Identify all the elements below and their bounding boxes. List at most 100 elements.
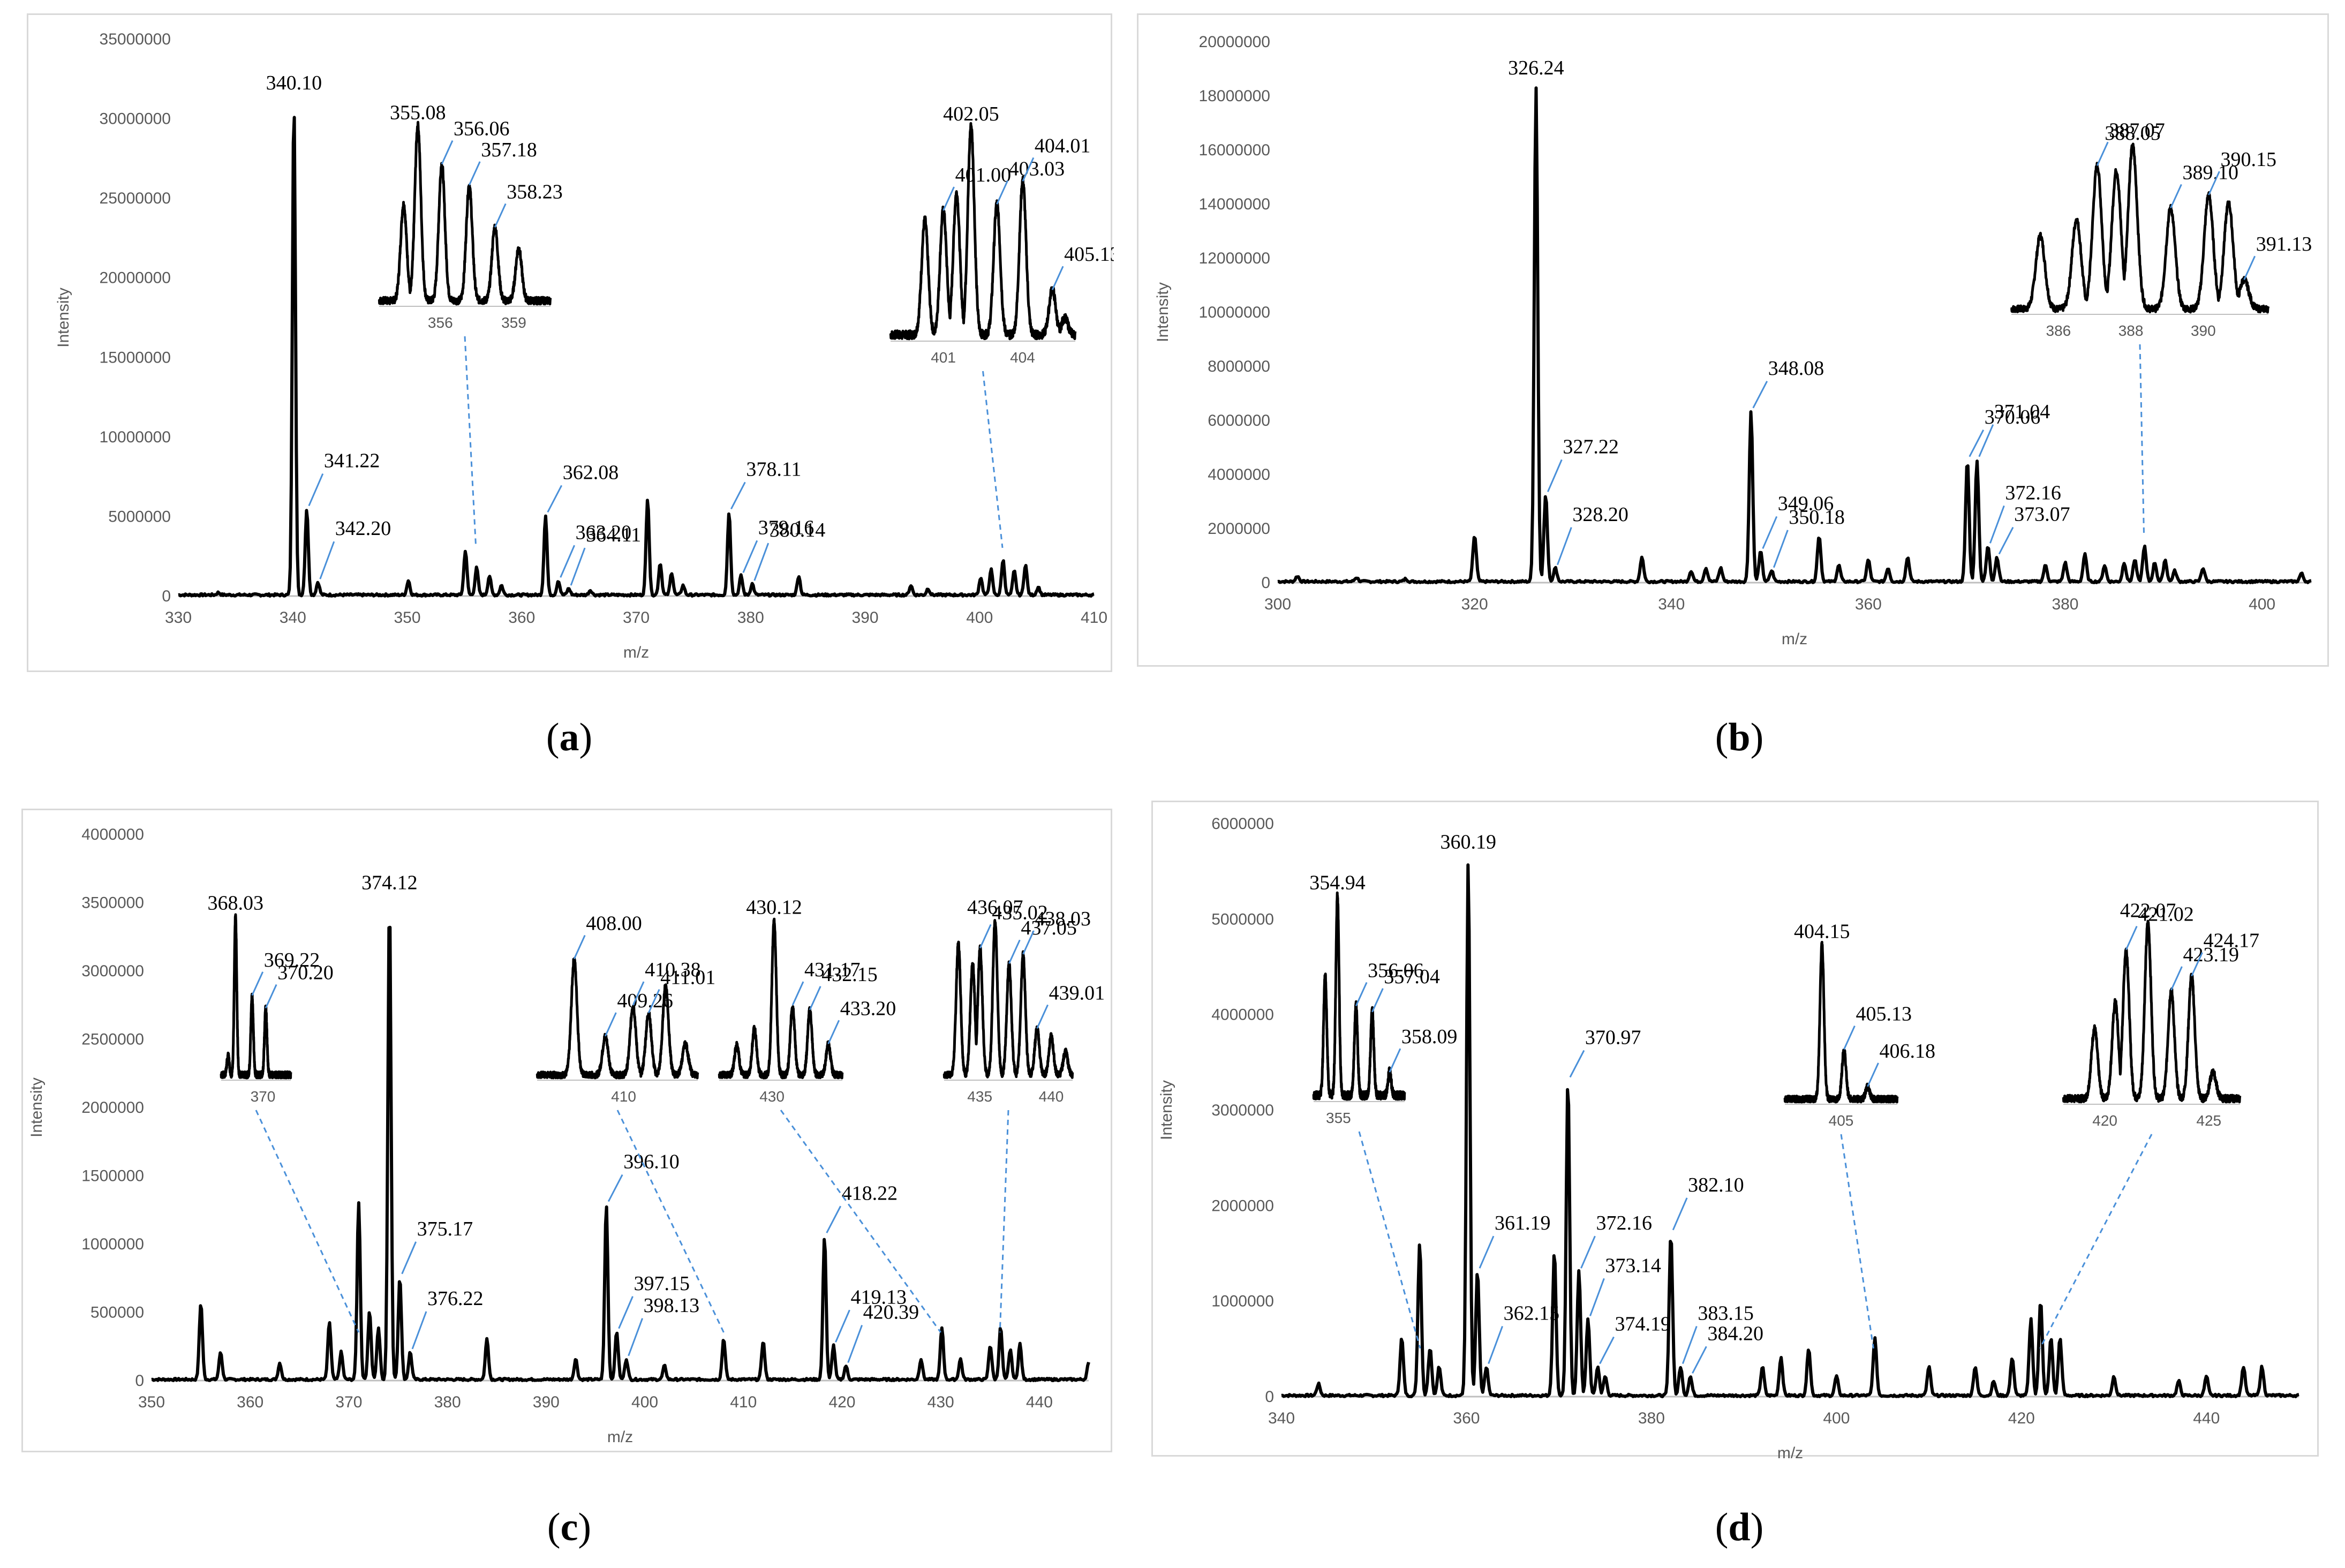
- inset-leader-line: [1022, 157, 1035, 182]
- inset-trace: [718, 917, 844, 1080]
- peak-leader-line: [730, 481, 746, 510]
- inset-peak-label: 430.12: [746, 896, 802, 918]
- inset-peak-label: 404.01: [1035, 134, 1091, 157]
- inset-tick-label: 440: [1039, 1088, 1064, 1105]
- inset-leader-line: [468, 161, 481, 186]
- spectrum-trace: [1277, 86, 2312, 584]
- inset-trace: [1783, 940, 1899, 1104]
- x-tick-label: 360: [1855, 595, 1882, 613]
- y-tick-label: 0: [1261, 574, 1270, 592]
- inset-link-line: [999, 1110, 1009, 1333]
- y-tick-label: 5000000: [1211, 910, 1274, 928]
- y-tick-label: 20000000: [100, 269, 171, 287]
- inset-tick-label: 390: [2191, 322, 2216, 339]
- peak-label: 370.97: [1585, 1027, 1641, 1049]
- peak-leader-line: [1969, 429, 1985, 457]
- peak-label: 362.08: [563, 461, 619, 484]
- inset-tick-label: 386: [2046, 322, 2071, 339]
- inset-leader-line: [1867, 1062, 1879, 1087]
- peak-leader-line: [1672, 1197, 1688, 1231]
- inset-leader-line: [2243, 255, 2256, 280]
- inset-leader-line: [1389, 1048, 1401, 1073]
- inset-peak-label: 358.09: [1401, 1026, 1458, 1048]
- inset-peak-label: 408.00: [586, 913, 642, 935]
- peak-label: 419.13: [850, 1286, 907, 1308]
- chart-b-svg: 0 2000000 4000000 6000000 8000000 10000000 120…: [1154, 33, 2312, 648]
- x-tick-label: 440: [2193, 1409, 2220, 1427]
- inset-peak-label: 411.01: [660, 967, 715, 989]
- inset-trace: [942, 919, 1074, 1079]
- inset-link-line: [464, 336, 477, 548]
- inset-leader-line: [996, 180, 1008, 205]
- x-tick-label: 410: [730, 1393, 757, 1411]
- peak-leader-line: [1989, 505, 2005, 544]
- x-tick-label: 360: [1453, 1409, 1480, 1427]
- y-axis-title: Intensity: [1158, 1080, 1175, 1140]
- x-tick-label: 360: [508, 609, 535, 627]
- x-axis-title: m/z: [1782, 630, 1807, 648]
- x-tick-label: 440: [1026, 1393, 1053, 1411]
- inset-trace: [1312, 891, 1406, 1101]
- inset-leader-line: [1036, 1004, 1049, 1029]
- inset-tick-label: 355: [1326, 1110, 1351, 1126]
- inset-peak-label: 437.05: [1021, 917, 1077, 939]
- x-tick-label: 350: [138, 1393, 165, 1411]
- y-tick-label: 2000000: [1208, 520, 1270, 538]
- peak-label: 362.15: [1504, 1302, 1560, 1325]
- y-tick-label: 1500000: [81, 1167, 144, 1185]
- peak-label: 342.20: [335, 517, 391, 540]
- inset-tick-label: 425: [2196, 1112, 2221, 1129]
- inset-peak-label: 388.05: [2105, 122, 2161, 145]
- y-tick-label: 10000000: [100, 428, 171, 446]
- y-tick-label: 30000000: [100, 110, 171, 128]
- y-tick-label: 20000000: [1199, 33, 1270, 51]
- inset-link-line: [255, 1110, 360, 1333]
- peak-label: 418.22: [842, 1182, 898, 1204]
- inset-peak-label: 356.06: [1368, 960, 1424, 982]
- inset-peak-label: 368.03: [208, 892, 264, 915]
- peak-leader-line: [319, 541, 335, 579]
- inset-leader-line: [809, 986, 821, 1011]
- peak-label: 384.20: [1707, 1322, 1763, 1345]
- inset-leader-line: [647, 989, 660, 1014]
- peak-leader-line: [1752, 381, 1768, 409]
- y-tick-label: 3000000: [81, 962, 144, 980]
- peak-leader-line: [835, 1309, 850, 1343]
- inset-peak-label: 409.26: [617, 990, 673, 1012]
- inset-peak-label: 421.02: [2138, 903, 2194, 926]
- inset-leader-line: [494, 203, 507, 228]
- y-tick-label: 4000000: [81, 826, 144, 843]
- peak-label: 372.16: [1596, 1212, 1652, 1234]
- spectrum-trace: [177, 116, 1095, 598]
- y-tick-label: 8000000: [1208, 358, 1270, 375]
- panel-d: 0 1000000 2000000 3000000 4000000 5000000 6000…: [1151, 801, 2319, 1458]
- peak-label: 328.20: [1572, 503, 1628, 526]
- peak-leader-line: [570, 547, 586, 586]
- x-tick-label: 350: [394, 609, 420, 627]
- inset-leader-line: [632, 981, 645, 1006]
- peak-leader-line: [1762, 516, 1778, 549]
- inset-peak-label: 436.07: [967, 896, 1023, 918]
- x-axis-title: m/z: [1777, 1444, 1803, 1458]
- x-tick-label: 400: [631, 1393, 658, 1411]
- inset-link-line: [2139, 344, 2145, 535]
- peak-leader-line: [1580, 1235, 1596, 1269]
- peak-label: 396.10: [623, 1151, 680, 1173]
- peak-label: 397.15: [634, 1272, 690, 1295]
- inset-peak-label: 404.15: [1794, 920, 1850, 943]
- inset-tick-label: 359: [501, 314, 526, 331]
- inset-leader-line: [573, 934, 586, 960]
- inset-link-line: [1358, 1131, 1421, 1349]
- y-tick-label: 0: [135, 1372, 144, 1390]
- inset-peak-label: 435.02: [992, 901, 1048, 924]
- y-tick-label: 1000000: [81, 1235, 144, 1253]
- inset-leader-line: [827, 1020, 840, 1044]
- peak-label: 372.16: [2005, 481, 2061, 504]
- panel-c: 0 500000 1000000 1500000 2000000 2500000 30000…: [21, 809, 1112, 1452]
- peak-leader-line: [753, 542, 770, 581]
